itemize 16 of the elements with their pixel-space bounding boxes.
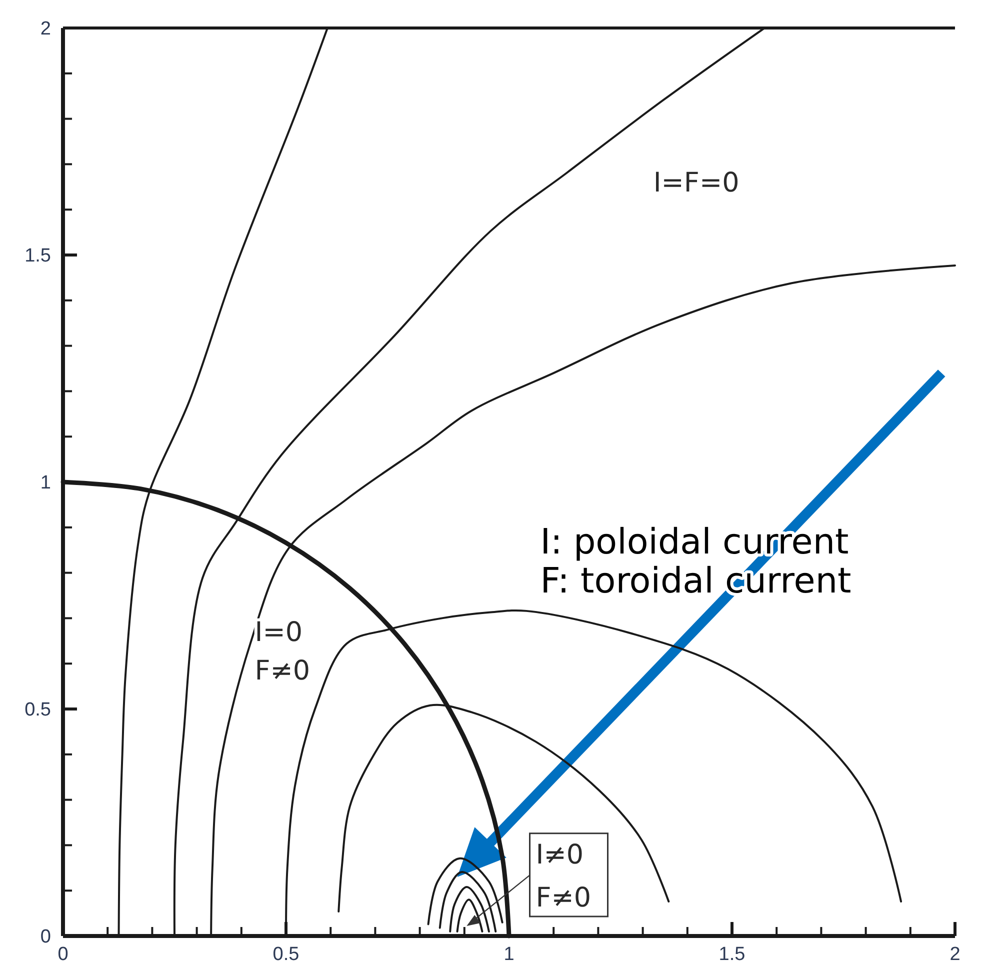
y-tick-label: 0.5	[24, 700, 51, 721]
y-tick-label: 1.5	[24, 246, 51, 267]
annotation: F≠0	[536, 882, 592, 914]
y-tick-label: 0	[40, 926, 51, 948]
annotation: I=0	[254, 616, 303, 648]
x-tick-label: 2	[950, 944, 960, 965]
y-tick-label: 2	[40, 18, 51, 40]
annotation: F≠0	[254, 655, 310, 686]
line-series	[427, 857, 504, 926]
x-tick-label: 0	[58, 944, 68, 965]
x-tick-label: 1	[504, 944, 514, 965]
x-tick-label: 1.5	[718, 944, 746, 965]
annotation: I=F=0	[653, 167, 740, 198]
annotation: I≠0	[536, 839, 584, 870]
x-tick-label: 0.5	[272, 944, 300, 965]
y-tick-label: 1	[40, 472, 51, 494]
